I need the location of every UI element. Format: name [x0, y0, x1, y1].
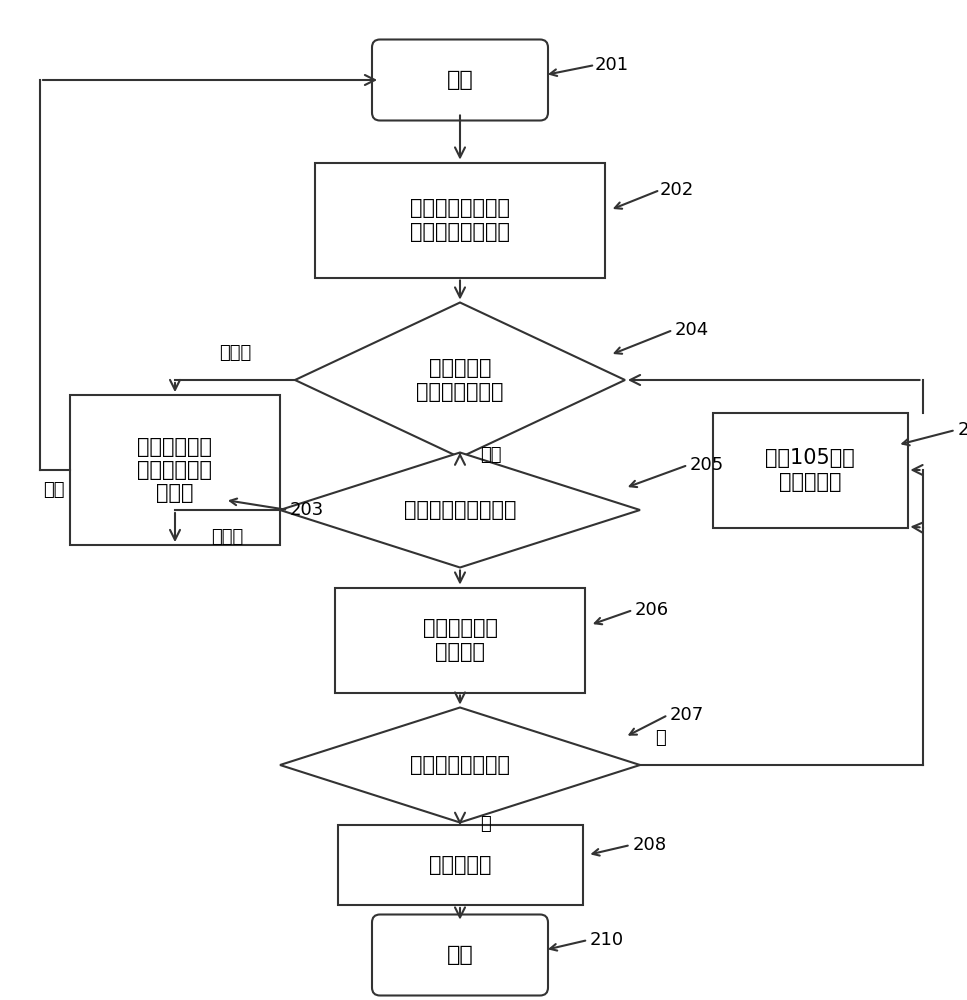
Text: 查询指令值的合法性: 查询指令值的合法性	[404, 500, 516, 520]
Polygon shape	[295, 302, 625, 458]
Bar	[713, 412, 907, 528]
Text: 结束: 结束	[447, 945, 474, 965]
FancyBboxPatch shape	[372, 914, 548, 996]
Text: 201: 201	[595, 56, 630, 74]
Bar	[315, 162, 605, 277]
Text: 203: 203	[290, 501, 324, 519]
Text: 初始化，由原图像
复制生成目标图像: 初始化，由原图像 复制生成目标图像	[410, 198, 510, 242]
Bar	[335, 587, 585, 692]
Bar	[70, 395, 280, 545]
Text: 208: 208	[632, 836, 666, 854]
Text: 判断应用是否结束: 判断应用是否结束	[410, 755, 510, 775]
Text: 202: 202	[660, 181, 694, 199]
Text: 不合法: 不合法	[219, 344, 251, 362]
Text: 合法: 合法	[480, 446, 502, 464]
Text: 是: 是	[480, 815, 490, 833]
Text: 不合法: 不合法	[212, 528, 244, 546]
Text: 204: 204	[675, 321, 709, 339]
Text: 合法: 合法	[44, 481, 65, 499]
Text: 根据偏移灰度
修正图像: 根据偏移灰度 修正图像	[423, 618, 497, 662]
Text: 206: 206	[635, 601, 669, 619]
Text: 205: 205	[690, 456, 724, 474]
Polygon shape	[280, 452, 640, 568]
Text: 报错，提供错
误信息并重置
该进程: 报错，提供错 误信息并重置 该进程	[137, 437, 213, 503]
Text: 否: 否	[655, 729, 665, 747]
Polygon shape	[280, 708, 640, 822]
Text: 开始: 开始	[447, 70, 474, 90]
Text: 保存新图像: 保存新图像	[428, 855, 491, 875]
Text: 接收105的偏
移灰度数组: 接收105的偏 移灰度数组	[765, 448, 855, 492]
Text: 207: 207	[670, 706, 704, 724]
Text: 接受指令并
判断指令合法性: 接受指令并 判断指令合法性	[416, 358, 504, 402]
Text: 209: 209	[957, 421, 967, 439]
Text: 210: 210	[590, 931, 624, 949]
FancyBboxPatch shape	[372, 39, 548, 120]
Bar	[337, 825, 582, 905]
